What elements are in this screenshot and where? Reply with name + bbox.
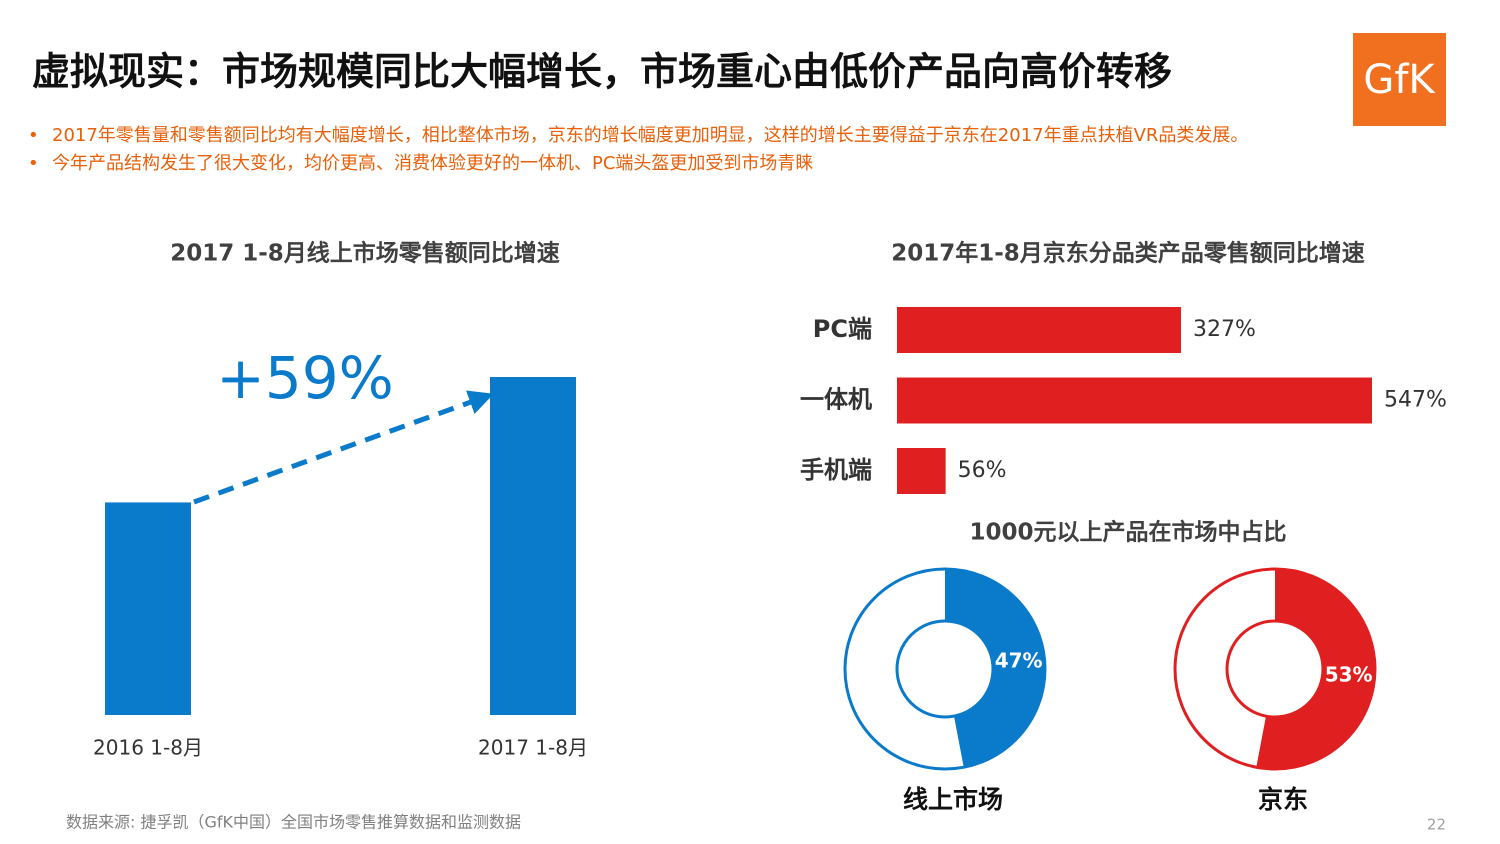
- donut-hole: [1225, 619, 1325, 719]
- bar: [897, 377, 1372, 424]
- data-label: 47%: [995, 649, 1043, 673]
- donut-segment: [945, 569, 1045, 768]
- bar: [897, 307, 1181, 353]
- category-label: 京东: [1258, 785, 1308, 814]
- data-label: 327%: [1193, 317, 1256, 342]
- category-label: 线上市场: [903, 785, 1003, 814]
- bar: [105, 502, 191, 715]
- bullet: 2017年零售量和零售额同比均有大幅度增长，相比整体市场，京东的增长幅度更加明显…: [28, 122, 1358, 150]
- chart-title: 2017年1-8月京东分品类产品零售额同比增速: [891, 240, 1365, 267]
- data-label: 56%: [958, 458, 1007, 483]
- category-label: 手机端: [800, 456, 872, 484]
- donut-segment: [1256, 569, 1376, 769]
- bar: [490, 377, 576, 715]
- bullets: 2017年零售量和零售额同比均有大幅度增长，相比整体市场，京东的增长幅度更加明显…: [28, 122, 1358, 178]
- category-label: PC端: [813, 315, 872, 343]
- x-tick-label: 2017 1-8月: [478, 736, 588, 760]
- bar: [897, 448, 946, 494]
- logo-box: [1353, 33, 1446, 126]
- source: 数据来源: 捷孚凯（GfK中国）全国市场零售推算数据和监测数据: [66, 813, 521, 832]
- data-label: 53%: [1325, 662, 1373, 686]
- data-label: 547%: [1384, 388, 1447, 413]
- logo: GfK: [1363, 57, 1436, 103]
- donut-hole: [895, 619, 995, 719]
- category-label: 一体机: [800, 386, 872, 414]
- bullet: 今年产品结构发生了很大变化，均价更高、消费体验更好的一体机、PC端头盔更加受到市…: [28, 150, 1358, 178]
- chart-title: 1000元以上产品在市场中占比: [969, 519, 1286, 546]
- page-number: 22: [1427, 816, 1446, 834]
- growth-arrow: [193, 390, 494, 505]
- chart-title: 2017 1-8月线上市场零售额同比增速: [170, 240, 560, 267]
- annotation: +59%: [216, 344, 394, 412]
- slide-title: 虚拟现实：市场规模同比大幅增长，市场重心由低价产品向高价转移: [32, 50, 1172, 94]
- x-tick-label: 2016 1-8月: [93, 736, 203, 760]
